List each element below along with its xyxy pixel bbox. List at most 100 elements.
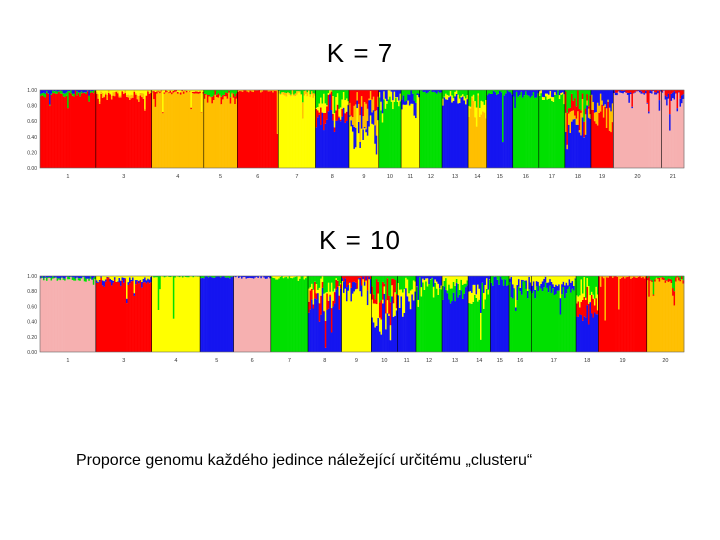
individual-bar-segment [537, 281, 540, 291]
individual-bar-segment [563, 94, 566, 105]
individual-bar-segment [62, 96, 65, 168]
individual-bar-segment [100, 93, 103, 168]
individual-bar-segment [214, 90, 217, 95]
individual-bar-segment [73, 277, 76, 281]
individual-bar-segment [552, 288, 555, 352]
individual-bar-segment [599, 93, 602, 112]
individual-bar-segment [113, 90, 116, 92]
individual-bar-segment [541, 281, 544, 292]
individual-bar-segment [147, 91, 149, 168]
individual-bar-segment [571, 93, 573, 111]
individual-bar-segment [422, 276, 424, 279]
individual-bar-segment [386, 276, 389, 279]
individual-bar-segment [151, 91, 154, 93]
individual-bar-segment [288, 90, 291, 94]
individual-bar-segment [62, 279, 65, 352]
individual-bar-segment [309, 276, 312, 288]
individual-bar-segment [80, 91, 83, 94]
individual-bar-segment [394, 315, 397, 352]
individual-bar-segment [584, 90, 587, 109]
individual-bar-segment [413, 115, 416, 168]
individual-bar-segment [160, 91, 163, 168]
individual-bar-segment [71, 277, 74, 280]
individual-bar-segment [338, 276, 341, 287]
individual-bar-segment [115, 90, 118, 93]
individual-bar-segment [525, 280, 528, 289]
individual-bar-segment [657, 93, 659, 168]
individual-bar-segment [580, 276, 583, 280]
individual-bar-segment [497, 90, 500, 94]
individual-bar-segment [538, 285, 541, 352]
individual-bar-segment [258, 276, 261, 352]
individual-bar-segment [423, 280, 426, 290]
individual-bar-segment [375, 279, 378, 305]
individual-bar-segment [330, 276, 333, 283]
individual-bar-segment [168, 276, 171, 352]
individual-bar-segment [437, 90, 440, 92]
individual-bar-segment [326, 309, 329, 352]
individual-bar-segment [354, 104, 357, 128]
individual-bar-segment [555, 276, 557, 285]
individual-bar-segment [323, 93, 325, 113]
individual-bar-segment [681, 279, 683, 352]
individual-bar-segment [263, 277, 266, 352]
individual-bar-segment [375, 110, 378, 136]
individual-bar-segment [445, 278, 447, 290]
individual-bar-segment [654, 281, 657, 352]
individual-bar-segment [371, 99, 374, 113]
individual-bar-segment [338, 117, 341, 168]
individual-bar-segment [558, 90, 561, 96]
individual-bar-segment [126, 96, 128, 168]
individual-bar-segment [484, 284, 487, 300]
individual-bar-segment [422, 278, 424, 283]
individual-bar-segment [139, 90, 142, 93]
individual-bar-segment [512, 284, 514, 299]
individual-bar-segment [570, 276, 572, 283]
individual-bar-segment [243, 90, 246, 168]
individual-bar-segment [440, 289, 443, 352]
individual-bar-segment [261, 276, 264, 352]
individual-bar-segment [443, 96, 446, 98]
individual-bar-segment [77, 278, 80, 281]
individual-bar-segment [333, 303, 336, 352]
individual-bar-segment [49, 276, 51, 278]
individual-bar-segment [363, 90, 366, 103]
individual-bar-segment [123, 276, 125, 278]
individual-bar-segment [118, 90, 121, 96]
x-tick-label: 19 [599, 174, 605, 180]
individual-bar-segment [395, 97, 397, 99]
individual-bar-segment [648, 296, 651, 352]
y-tick-label: 0.00 [27, 166, 37, 172]
individual-bar-segment [593, 276, 596, 299]
individual-bar-segment [191, 91, 194, 94]
individual-bar-segment [98, 276, 101, 280]
individual-bar-segment [136, 280, 139, 282]
individual-bar-segment [113, 276, 116, 278]
individual-bar-segment [85, 94, 88, 168]
individual-bar-segment [406, 296, 409, 352]
individual-bar-segment [113, 91, 116, 97]
individual-bar-segment [206, 94, 209, 103]
individual-bar-segment [672, 276, 674, 289]
individual-bar-segment [52, 278, 54, 352]
individual-bar-segment [410, 103, 413, 168]
individual-bar-segment [635, 90, 638, 92]
individual-bar-segment [118, 97, 121, 168]
individual-bar-segment [368, 98, 371, 101]
individual-bar-segment [188, 91, 191, 92]
individual-bar-segment [201, 277, 204, 352]
individual-bar-segment [112, 276, 115, 281]
individual-bar-segment [442, 98, 444, 106]
individual-bar-segment [123, 93, 125, 168]
individual-bar-segment [195, 276, 198, 352]
individual-bar-segment [460, 276, 463, 280]
individual-bar-segment [401, 90, 403, 100]
individual-bar-segment [391, 285, 394, 297]
individual-bar-segment [130, 98, 133, 168]
individual-bar-segment [678, 90, 680, 93]
individual-bar-segment [500, 90, 503, 93]
individual-bar-segment [296, 90, 298, 92]
individual-bar-segment [356, 92, 359, 101]
individual-bar-segment [206, 276, 208, 352]
individual-bar-segment [405, 104, 408, 168]
